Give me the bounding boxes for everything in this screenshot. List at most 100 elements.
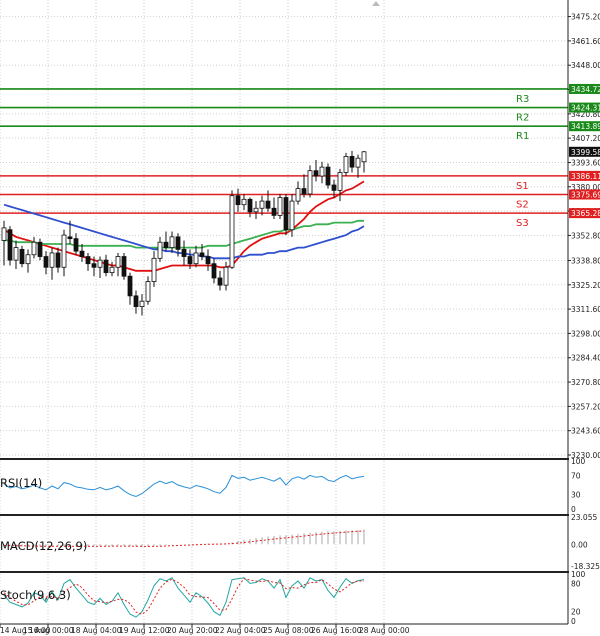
price-badge-text: 3386.11: [571, 172, 600, 181]
candle: [253, 201, 259, 219]
price-tick-label: 3380.00: [571, 183, 600, 192]
candle-body: [103, 259, 109, 274]
candle-body: [145, 281, 151, 302]
candle-body: [199, 252, 205, 257]
candle-body: [97, 259, 103, 268]
candle-body: [163, 241, 169, 248]
scroll-up-icon[interactable]: [372, 1, 380, 6]
candle-body: [25, 254, 31, 265]
candle-body: [139, 300, 145, 307]
price-badge: 3365.28: [569, 208, 600, 219]
rsi-line: [3, 474, 365, 498]
price-badge-text: 3399.58: [571, 148, 600, 157]
candle: [187, 249, 193, 270]
candle-body: [343, 156, 349, 173]
price-tick-label: 3448.00: [571, 61, 600, 70]
candle-body: [43, 256, 49, 268]
candle-body: [361, 151, 367, 163]
candle: [307, 165, 313, 198]
price-tick-label: 3475.20: [571, 13, 600, 22]
price-badge: 3386.11: [569, 170, 600, 181]
candle-body: [247, 198, 253, 213]
candle: [181, 240, 187, 266]
candle: [331, 179, 337, 198]
candle: [49, 247, 55, 280]
stoch-tick-label: 80: [571, 579, 581, 588]
candle-body: [235, 195, 241, 206]
candle-body: [331, 184, 337, 191]
candle-body: [337, 172, 343, 191]
candle: [271, 197, 277, 219]
stoch-tick-label: 0: [571, 617, 576, 626]
candle: [337, 168, 343, 202]
time-tick-label: 19 Aug 12:00: [119, 626, 170, 635]
candle-body: [49, 252, 55, 268]
price-tick-label: 3230.00: [571, 451, 600, 460]
candle: [67, 220, 73, 245]
candle-body: [205, 256, 211, 265]
candle-body: [193, 252, 199, 265]
candle-body: [355, 157, 361, 168]
price-badge: 3434.72: [569, 83, 600, 94]
candle-body: [283, 197, 289, 231]
rsi-tick-label: 0: [571, 505, 576, 514]
candle-body: [133, 295, 139, 307]
candle: [79, 244, 85, 262]
price-tick-label: 3257.20: [571, 402, 600, 411]
candle-body: [241, 198, 247, 206]
candle: [103, 254, 109, 277]
panel-frames: [0, 0, 569, 625]
price-badge-text: 3365.28: [571, 209, 600, 218]
rsi-label: RSI(14): [0, 476, 42, 490]
candle: [175, 233, 181, 257]
candle-body: [175, 236, 181, 250]
candle: [127, 272, 133, 305]
candle-body: [265, 200, 271, 209]
candle: [325, 163, 331, 189]
panel-separator: [0, 571, 569, 573]
candle-body: [277, 197, 283, 216]
candle: [169, 231, 175, 253]
price-tick-label: 3461.60: [571, 37, 600, 46]
candle-body: [109, 266, 115, 274]
candle-body: [181, 248, 187, 257]
candle-body: [61, 234, 67, 268]
candle: [31, 236, 37, 259]
time-tick-label: 14 Aug 16:00: [0, 626, 51, 635]
candle-body: [349, 156, 355, 168]
candle: [37, 238, 43, 261]
price-tick-label: 3420.80: [571, 110, 600, 119]
candlesticks: [1, 151, 367, 316]
candle: [115, 252, 121, 277]
price-tick-label: 3311.60: [571, 305, 600, 314]
candle: [73, 233, 79, 255]
price-tick-label: 3352.80: [571, 231, 600, 240]
panel-separator: [0, 514, 569, 516]
price-tick-label: 3407.20: [571, 134, 600, 143]
candle: [85, 252, 91, 271]
candle: [55, 247, 61, 273]
candle: [259, 195, 265, 216]
candle: [91, 256, 97, 277]
candle-body: [211, 263, 217, 279]
macd-panel: [3, 529, 365, 548]
stoch-tick-label: 100: [571, 570, 586, 579]
candle: [13, 240, 19, 270]
candle-body: [67, 236, 73, 240]
rsi-tick-label: 70: [571, 471, 581, 480]
price-tick-label: 3298.00: [571, 329, 600, 338]
candle-body: [223, 266, 229, 286]
candle-body: [169, 236, 175, 248]
candle-body: [151, 257, 157, 282]
macd-label: MACD(12,26,9): [0, 539, 87, 553]
candle-body: [295, 188, 301, 202]
candle-body: [217, 277, 223, 286]
stochastic-panel: [3, 577, 365, 618]
candle: [301, 174, 307, 198]
candle-body: [229, 195, 235, 268]
rsi-panel: [3, 474, 365, 498]
macd-tick-label: 23.055: [571, 513, 597, 522]
candle: [349, 151, 355, 173]
